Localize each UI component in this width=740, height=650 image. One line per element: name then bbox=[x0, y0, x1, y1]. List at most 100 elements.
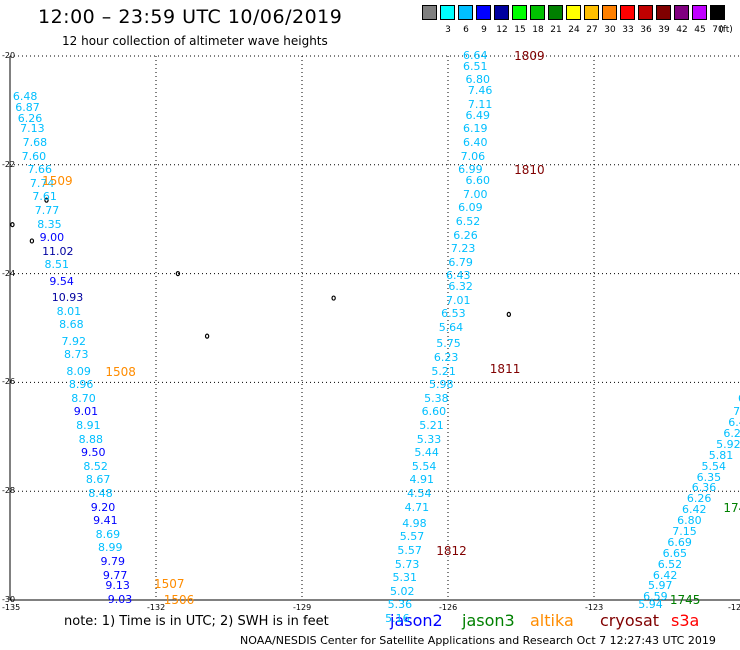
legend-mission-jason3: jason3 bbox=[462, 611, 515, 630]
wave-height-value: 8.69 bbox=[95, 527, 121, 541]
wave-height-value: 6.60 bbox=[465, 174, 490, 188]
wave-height-value: 6.40 bbox=[728, 416, 740, 430]
wave-height-value: 6.53 bbox=[441, 307, 466, 321]
pass-time-label: 1811 bbox=[489, 361, 521, 376]
color-scale-label: 21 bbox=[550, 25, 562, 35]
wave-height-value: 5.02 bbox=[390, 584, 415, 598]
wave-height-value: 5.16 bbox=[385, 612, 410, 626]
color-scale-label: 15 bbox=[514, 25, 526, 35]
wave-height-value: 6.40 bbox=[463, 136, 488, 150]
color-scale-swatch bbox=[548, 5, 563, 20]
wave-height-value: 7.23 bbox=[450, 242, 476, 256]
wave-height-value: 6.42 bbox=[652, 568, 678, 582]
wave-height-value: 8.68 bbox=[59, 318, 84, 332]
wave-height-value: 6.80 bbox=[465, 73, 490, 87]
wave-height-value: 8.73 bbox=[63, 348, 89, 362]
color-scale-swatch bbox=[494, 5, 509, 20]
color-scale-swatch bbox=[710, 5, 725, 20]
latitude-tick-label: -26 bbox=[2, 377, 16, 387]
wave-height-value: 6.59 bbox=[643, 590, 668, 604]
wave-height-value: 7.77 bbox=[34, 204, 60, 218]
wave-height-value: 8.35 bbox=[37, 217, 62, 231]
legend-note: note: 1) Time is in UTC; 2) SWH is in fe… bbox=[64, 614, 329, 629]
legend-mission-s3a: s3a bbox=[671, 611, 700, 630]
pass-time-label: 1506 bbox=[163, 593, 195, 607]
color-scale-swatch bbox=[440, 5, 455, 20]
wave-height-value: 6.49 bbox=[465, 108, 490, 122]
wave-height-value: 8.67 bbox=[85, 473, 111, 487]
wave-height-value: 8.91 bbox=[76, 418, 101, 432]
wave-height-value: 9.20 bbox=[90, 500, 116, 514]
wave-height-value: 9.41 bbox=[93, 514, 118, 528]
color-scale-label: 3 bbox=[445, 25, 451, 35]
color-scale-label: 18 bbox=[532, 25, 544, 35]
wave-height-value: 6.42 bbox=[682, 503, 707, 517]
color-scale-swatch bbox=[602, 5, 617, 20]
pass-time-label: 1507 bbox=[154, 576, 185, 591]
footer-credit: NOAA/NESDIS Center for Satellite Applica… bbox=[240, 634, 716, 647]
wave-height-value: 8.99 bbox=[98, 541, 123, 555]
wave-height-value: 5.21 bbox=[431, 364, 456, 378]
wave-height-value: 7.06 bbox=[460, 149, 486, 163]
wave-height-value: 5.33 bbox=[416, 432, 442, 446]
pass-time-label: 1745 bbox=[669, 593, 701, 607]
wave-height-value: 5.97 bbox=[647, 579, 673, 593]
color-scale-swatch bbox=[512, 5, 527, 20]
wave-height-value: 4.91 bbox=[409, 473, 435, 487]
wave-height-value: 5.57 bbox=[397, 544, 422, 558]
wave-height-value: 7.61 bbox=[32, 190, 57, 204]
wave-height-value: 7.11 bbox=[467, 97, 493, 111]
longitude-tick-label: -135 bbox=[2, 603, 21, 612]
pass-time-label: 1812 bbox=[436, 544, 467, 559]
map-title: 12:00 – 23:59 UTC 10/06/2019 bbox=[38, 6, 343, 28]
color-scale-swatch bbox=[476, 5, 491, 20]
color-scale-label: 27 bbox=[586, 25, 598, 35]
wave-height-value: 7.13 bbox=[20, 122, 45, 136]
longitude-tick-label: -129 bbox=[293, 603, 312, 612]
latitude-tick-label: -20 bbox=[2, 51, 16, 60]
color-scale-label: 45 bbox=[694, 25, 706, 35]
color-scale-swatch bbox=[530, 5, 545, 20]
map-subtitle: 12 hour collection of altimeter wave hei… bbox=[62, 34, 328, 48]
pass-time-label: 1809 bbox=[514, 49, 545, 63]
pass-time-label: 1810 bbox=[514, 163, 545, 178]
longitude-tick-label: -120 bbox=[728, 603, 740, 612]
wave-height-value: 5.54 bbox=[411, 459, 437, 473]
wave-height-value: 6.09 bbox=[458, 201, 483, 215]
wave-height-value: 5.38 bbox=[424, 391, 449, 405]
pass-time-label: 1508 bbox=[105, 364, 136, 379]
wave-height-value: 9.13 bbox=[105, 579, 130, 593]
wave-height-value: 11.02 bbox=[42, 244, 74, 258]
wave-height-value: 6.69 bbox=[667, 535, 692, 549]
legend-mission-altika: altika bbox=[530, 611, 574, 630]
pass-time-label: 1745 bbox=[723, 500, 740, 515]
legend-mission-jason2: jason2 bbox=[390, 611, 443, 630]
wave-height-value: 6.35 bbox=[696, 470, 722, 484]
color-scale-swatch bbox=[458, 5, 473, 20]
wave-height-value: 6.99 bbox=[458, 163, 483, 177]
wave-height-value: 5.94 bbox=[638, 598, 663, 612]
wave-height-value: 6.52 bbox=[657, 557, 683, 571]
wave-height-value: 5.57 bbox=[399, 530, 425, 544]
wave-height-value: 8.09 bbox=[66, 364, 91, 378]
wave-height-value: 6.26 bbox=[686, 492, 712, 506]
wave-height-value: 8.88 bbox=[78, 432, 104, 446]
wave-height-value: 6.26 bbox=[453, 228, 478, 242]
color-scale-swatch bbox=[566, 5, 581, 20]
map-plot[interactable] bbox=[10, 56, 740, 600]
wave-height-value: 7.68 bbox=[22, 136, 48, 150]
wave-height-value: 4.71 bbox=[404, 500, 430, 514]
longitude-tick-label: -126 bbox=[439, 603, 458, 612]
wave-height-value: 7.46 bbox=[467, 84, 493, 98]
wave-height-value: 6.52 bbox=[455, 214, 481, 228]
color-scale-label: 24 bbox=[568, 25, 580, 35]
wave-height-value: 6.79 bbox=[448, 255, 473, 269]
color-scale-label: 12 bbox=[496, 25, 508, 35]
wave-height-value: 7.01 bbox=[446, 293, 471, 307]
color-scale-swatch bbox=[584, 5, 599, 20]
wave-height-value: 7.2 bbox=[733, 405, 740, 419]
wave-height-value: 5.21 bbox=[419, 418, 444, 432]
wave-height-value: 5.36 bbox=[387, 598, 413, 612]
wave-height-value: 6.19 bbox=[463, 122, 488, 136]
wave-height-value: 4.54 bbox=[407, 486, 432, 500]
